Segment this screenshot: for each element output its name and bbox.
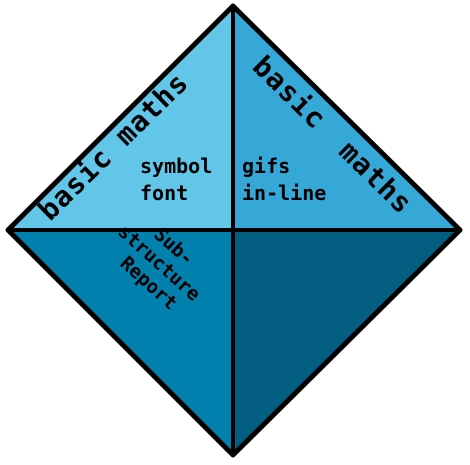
top-left-label-line2: font	[140, 181, 188, 205]
top-left-label: symbol font	[140, 154, 224, 205]
top-right-label-line2: in-line	[242, 181, 326, 205]
top-left-label-line1: symbol	[140, 154, 212, 178]
top-right-label-line1: gifs	[242, 154, 290, 178]
top-right-label: gifs in-line	[242, 154, 326, 205]
